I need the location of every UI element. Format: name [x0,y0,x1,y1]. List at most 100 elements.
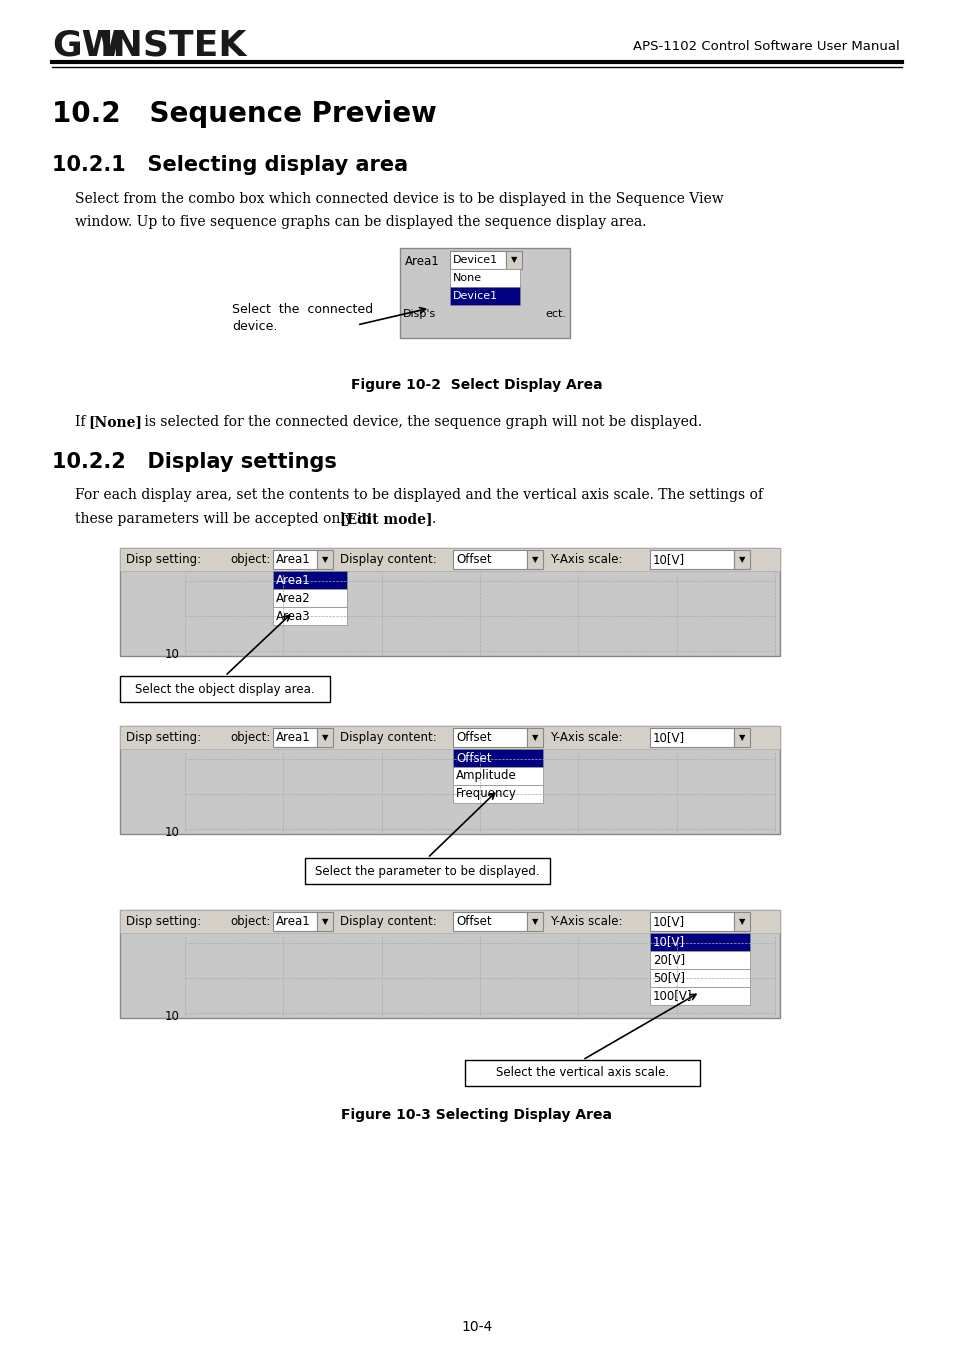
Text: [None]: [None] [88,414,142,429]
Text: Disp setting:: Disp setting: [126,730,201,744]
Bar [316,728,333,747]
Text: Select the object display area.: Select the object display area. [135,683,314,695]
Bar [453,549,526,568]
Bar [649,933,749,950]
Text: 50[V]: 50[V] [652,972,684,984]
Bar [120,910,780,933]
Bar [649,969,749,987]
Bar [305,859,550,884]
Text: Device1: Device1 [453,292,497,301]
Text: ect.: ect. [544,309,565,319]
Bar [733,549,749,568]
Text: Y-Axis scale:: Y-Axis scale: [550,915,622,927]
Text: Area1: Area1 [405,255,439,269]
Text: APS-1102 Control Software User Manual: APS-1102 Control Software User Manual [633,40,899,53]
Text: Display content:: Display content: [339,915,436,927]
Bar [120,548,780,656]
Bar [464,1060,700,1085]
Bar [733,913,749,931]
Text: ▼: ▼ [510,255,517,265]
Text: .: . [432,512,436,526]
Bar [120,910,780,1018]
Text: Figure 10-3 Selecting Display Area: Figure 10-3 Selecting Display Area [341,1108,612,1122]
Text: Select the parameter to be displayed.: Select the parameter to be displayed. [314,864,539,878]
Text: Display content:: Display content: [339,554,436,566]
Text: is selected for the connected device, the sequence graph will not be displayed.: is selected for the connected device, th… [140,414,701,429]
Text: 10[V]: 10[V] [652,730,684,744]
Bar [120,548,780,571]
Bar [450,269,519,288]
Text: [Edit mode]: [Edit mode] [339,512,432,526]
Bar [399,248,569,338]
Text: Y-Axis scale:: Y-Axis scale: [550,730,622,744]
Text: ▼: ▼ [321,555,328,564]
Text: Device1: Device1 [453,255,497,265]
Text: 10.2.1   Selecting display area: 10.2.1 Selecting display area [52,155,408,176]
Bar [453,749,542,767]
Text: object:: object: [230,554,270,566]
Bar [649,913,733,931]
Bar [316,549,333,568]
Bar [453,767,542,784]
Text: Figure 10-2  Select Display Area: Figure 10-2 Select Display Area [351,378,602,392]
Text: Select  the  connected: Select the connected [232,302,373,316]
Bar [453,728,526,747]
Text: Select from the combo box which connected device is to be displayed in the Seque: Select from the combo box which connecte… [75,192,723,207]
Text: 10[V]: 10[V] [652,554,684,566]
Text: Offset: Offset [456,752,491,764]
Text: 10.2   Sequence Preview: 10.2 Sequence Preview [52,100,436,128]
Bar [526,728,542,747]
Bar [120,726,780,834]
Bar [273,913,316,931]
Bar [273,728,316,747]
Text: Area1: Area1 [275,730,311,744]
Bar [273,571,347,589]
Text: Area1: Area1 [275,574,311,586]
Bar [649,950,749,969]
Text: Offset: Offset [456,915,491,927]
Text: Amplitude: Amplitude [456,769,517,783]
Text: Offset: Offset [456,554,491,566]
Text: Disp setting:: Disp setting: [126,915,201,927]
Text: device.: device. [232,320,277,333]
Text: 10: 10 [165,648,180,662]
Bar [450,288,519,305]
Text: For each display area, set the contents to be displayed and the vertical axis sc: For each display area, set the contents … [75,487,762,502]
Bar [273,589,347,608]
Text: Area3: Area3 [275,609,311,622]
Text: Disp's: Disp's [402,309,436,319]
Text: object:: object: [230,915,270,927]
Bar [120,676,330,702]
Text: 10: 10 [165,1010,180,1023]
Bar [649,987,749,1004]
Text: Display content:: Display content: [339,730,436,744]
Bar [453,913,526,931]
Bar [273,549,316,568]
Bar [649,549,733,568]
Text: ▼: ▼ [531,733,537,743]
Text: Disp setting:: Disp setting: [126,554,201,566]
Bar [505,251,521,269]
Text: INSTEK: INSTEK [100,28,247,62]
Text: ▼: ▼ [738,733,744,743]
Text: 10[V]: 10[V] [652,915,684,927]
Text: None: None [453,273,481,284]
Text: 10[V]: 10[V] [652,936,684,949]
Text: ▼: ▼ [321,733,328,743]
Bar [450,251,505,269]
Text: ▼: ▼ [738,555,744,564]
Bar [120,726,780,749]
Bar [526,549,542,568]
Text: 10-4: 10-4 [461,1320,492,1334]
Text: these parameters will be accepted only in: these parameters will be accepted only i… [75,512,375,526]
Text: 100[V]: 100[V] [652,990,692,1003]
Text: Offset: Offset [456,730,491,744]
Text: 10.2.2   Display settings: 10.2.2 Display settings [52,452,336,472]
Text: window. Up to five sequence graphs can be displayed the sequence display area.: window. Up to five sequence graphs can b… [75,215,646,230]
Text: Area1: Area1 [275,554,311,566]
Bar [649,728,733,747]
Text: ▼: ▼ [321,917,328,926]
Text: 10: 10 [165,826,180,838]
Text: If: If [75,414,90,429]
Text: Y-Axis scale:: Y-Axis scale: [550,554,622,566]
